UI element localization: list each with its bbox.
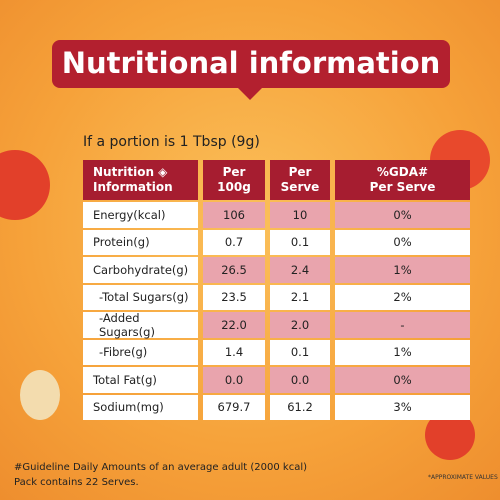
- value-cell: 106: [203, 202, 265, 228]
- footnote: #Guideline Daily Amounts of an average a…: [14, 462, 308, 473]
- value-cell: 3%: [335, 394, 470, 420]
- value-cell: 0%: [335, 202, 470, 228]
- value-cell: 61.2: [270, 394, 330, 420]
- header-text: Per: [222, 165, 246, 179]
- value-cell: 0.7: [203, 229, 265, 255]
- row-label: Protein(g): [83, 229, 198, 255]
- header-text: 100g: [217, 180, 251, 194]
- value-cell: -: [335, 312, 470, 338]
- header-text: Nutrition ◈: [93, 165, 168, 179]
- footnote: Pack contains 22 Serves.: [14, 477, 139, 488]
- tomato-decoration: [0, 150, 50, 220]
- value-cell: 2.4: [270, 257, 330, 283]
- value-cell: 2.0: [270, 312, 330, 338]
- row-label: Total Fat(g): [83, 367, 198, 393]
- banner-pointer: [236, 86, 264, 100]
- value-cell: 679.7: [203, 394, 265, 420]
- header-cell: Nutrition ◈ Information: [83, 160, 198, 200]
- value-cell: 2.1: [270, 284, 330, 310]
- value-cell: 1%: [335, 257, 470, 283]
- row-label: Sodium(mg): [83, 394, 198, 420]
- header-cell: Per Serve: [270, 160, 330, 200]
- row-label: -Total Sugars(g): [83, 284, 198, 310]
- value-cell: 0.1: [270, 339, 330, 365]
- value-cell: 0%: [335, 229, 470, 255]
- portion: If a portion is 1 Tbsp (9g): [83, 134, 260, 150]
- value-cell: 0%: [335, 367, 470, 393]
- garlic-decoration: [20, 370, 60, 420]
- value-cell: 26.5: [203, 257, 265, 283]
- header-text: Per: [288, 165, 312, 179]
- value-cell: 1%: [335, 339, 470, 365]
- row-label: Carbohydrate(g): [83, 257, 198, 283]
- row-label: -Fibre(g): [83, 339, 198, 365]
- header-text: Serve: [280, 180, 320, 194]
- value-cell: 2%: [335, 284, 470, 310]
- value-cell: 23.5: [203, 284, 265, 310]
- value-cell: 0.0: [270, 367, 330, 393]
- header-text: Per Serve: [369, 180, 436, 194]
- title: Nutritional information: [52, 40, 450, 88]
- header-text: Information: [93, 180, 173, 194]
- value-cell: 10: [270, 202, 330, 228]
- value-cell: 0.0: [203, 367, 265, 393]
- value-cell: 22.0: [203, 312, 265, 338]
- value-cell: 0.1: [270, 229, 330, 255]
- header-cell: Per 100g: [203, 160, 265, 200]
- header-text: %GDA#: [376, 165, 429, 179]
- row-label: Energy(kcal): [83, 202, 198, 228]
- row-label: -Added Sugars(g): [83, 311, 198, 339]
- approx-note: *APPROXIMATE VALUES: [428, 474, 498, 481]
- header-cell: %GDA# Per Serve: [335, 160, 470, 200]
- value-cell: 1.4: [203, 339, 265, 365]
